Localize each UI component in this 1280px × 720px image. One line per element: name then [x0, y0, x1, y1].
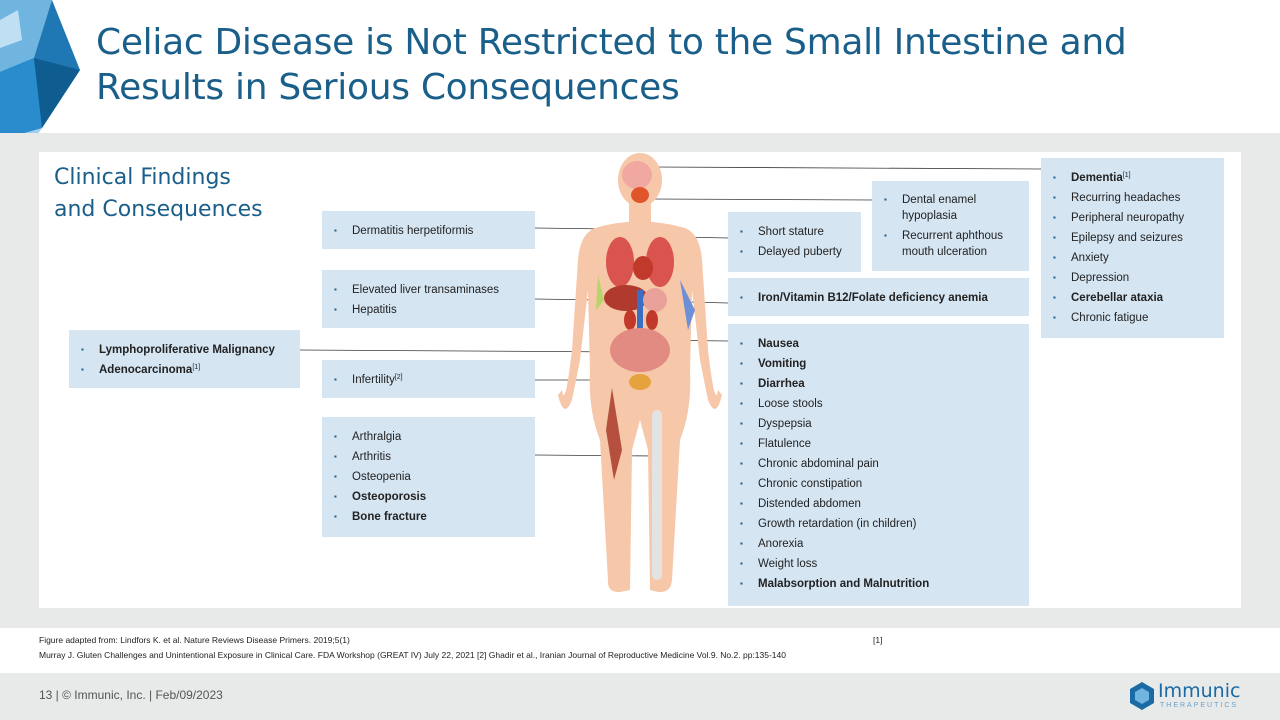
- box-liver: Elevated liver transaminases Hepatitis: [322, 270, 535, 328]
- list-item: Weight loss: [738, 554, 1019, 574]
- growth-list: Short stature Delayed puberty: [738, 222, 851, 262]
- skin-list: Dermatitis herpetiformis: [332, 221, 525, 241]
- reference-marker: [1]: [1122, 172, 1131, 179]
- list-item: Anorexia: [738, 534, 1019, 554]
- list-item: Malabsorption and Malnutrition: [738, 574, 1019, 594]
- bones-list: Arthralgia Arthritis Osteopenia Osteopor…: [332, 427, 525, 527]
- list-item: Epilepsy and seizures: [1051, 228, 1214, 248]
- list-item: Adenocarcinoma[1]: [79, 360, 290, 380]
- list-item: Osteoporosis: [332, 487, 525, 507]
- list-item: Osteopenia: [332, 467, 525, 487]
- reference-marker: [1]: [873, 635, 883, 645]
- anemia-list: Iron/Vitamin B12/Folate deficiency anemi…: [738, 288, 1019, 308]
- corner-decoration: [0, 0, 80, 175]
- list-item: Diarrhea: [738, 374, 1019, 394]
- footnote-line-1: Figure adapted from: Lindfors K. et al. …: [39, 633, 939, 648]
- mouth-list: Dental enamel hypoplasia Recurrent aphth…: [882, 192, 1019, 260]
- reference-marker: [2]: [394, 374, 403, 381]
- list-item: Dementia[1]: [1051, 168, 1214, 188]
- footnote-line-2: Murray J. Gluten Challenges and Unintent…: [39, 650, 786, 660]
- list-item: Recurring headaches: [1051, 188, 1214, 208]
- human-body-illustration: [558, 153, 722, 593]
- box-neurological: Dementia[1] Recurring headaches Peripher…: [1041, 158, 1224, 338]
- list-item: Chronic fatigue: [1051, 308, 1214, 328]
- list-item: Growth retardation (in children): [738, 514, 1019, 534]
- list-item: Delayed puberty: [738, 242, 851, 262]
- slide-title: Celiac Disease is Not Restricted to the …: [96, 22, 1127, 108]
- box-fertility: Infertility[2]: [322, 360, 535, 398]
- list-item: Iron/Vitamin B12/Folate deficiency anemi…: [738, 288, 1019, 308]
- logo-subtitle: THERAPEUTICS: [1160, 702, 1239, 709]
- box-mouth: Dental enamel hypoplasia Recurrent aphth…: [872, 181, 1029, 271]
- list-item: Dyspepsia: [738, 414, 1019, 434]
- list-item: Arthralgia: [332, 427, 525, 447]
- footer-text: 13 | © Immunic, Inc. | Feb/09/2023: [39, 688, 223, 702]
- list-item: Flatulence: [738, 434, 1019, 454]
- list-item: Bone fracture: [332, 507, 525, 527]
- section-subtitle: Clinical Findings and Consequences: [54, 162, 314, 226]
- list-item: Cerebellar ataxia: [1051, 288, 1214, 308]
- list-item: Peripheral neuropathy: [1051, 208, 1214, 228]
- box-anemia: Iron/Vitamin B12/Folate deficiency anemi…: [728, 278, 1029, 316]
- list-item: Chronic constipation: [738, 474, 1019, 494]
- subtitle-line-1: Clinical Findings: [54, 165, 231, 190]
- gastrointestinal-list: Nausea Vomiting Diarrhea Loose stools Dy…: [738, 334, 1019, 594]
- box-growth: Short stature Delayed puberty: [728, 212, 861, 272]
- list-item: Lymphoproliferative Malignancy: [79, 340, 290, 360]
- list-item: Nausea: [738, 334, 1019, 354]
- logo-name: Immunic: [1158, 680, 1241, 702]
- subtitle-line-2: and Consequences: [54, 197, 263, 222]
- footnotes: Figure adapted from: Lindfors K. et al. …: [39, 633, 939, 663]
- list-item: Loose stools: [738, 394, 1019, 414]
- list-item: Arthritis: [332, 447, 525, 467]
- box-skin: Dermatitis herpetiformis: [322, 211, 535, 249]
- box-malignancy: Lymphoproliferative Malignancy Adenocarc…: [69, 330, 300, 388]
- list-item: Dental enamel hypoplasia: [882, 192, 1019, 224]
- footer-bar: [0, 673, 1280, 720]
- list-item: Distended abdomen: [738, 494, 1019, 514]
- list-item: Dermatitis herpetiformis: [332, 221, 525, 241]
- box-bones: Arthralgia Arthritis Osteopenia Osteopor…: [322, 417, 535, 537]
- list-item: Hepatitis: [332, 300, 525, 320]
- reference-marker: [1]: [192, 364, 201, 371]
- liver-list: Elevated liver transaminases Hepatitis: [332, 280, 525, 320]
- malignancy-list: Lymphoproliferative Malignancy Adenocarc…: [79, 340, 290, 380]
- list-item: Chronic abdominal pain: [738, 454, 1019, 474]
- list-item: Depression: [1051, 268, 1214, 288]
- list-item: Short stature: [738, 222, 851, 242]
- list-item: Elevated liver transaminases: [332, 280, 525, 300]
- list-item: Vomiting: [738, 354, 1019, 374]
- logo-mark-icon: [1130, 682, 1154, 710]
- box-gastrointestinal: Nausea Vomiting Diarrhea Loose stools Dy…: [728, 324, 1029, 606]
- list-item: Recurrent aphthous mouth ulceration: [882, 228, 1019, 260]
- list-item: Infertility[2]: [332, 370, 525, 390]
- list-item: Anxiety: [1051, 248, 1214, 268]
- neurological-list: Dementia[1] Recurring headaches Peripher…: [1051, 168, 1214, 328]
- fertility-list: Infertility[2]: [332, 370, 525, 390]
- company-logo: Immunic THERAPEUTICS: [1130, 680, 1260, 714]
